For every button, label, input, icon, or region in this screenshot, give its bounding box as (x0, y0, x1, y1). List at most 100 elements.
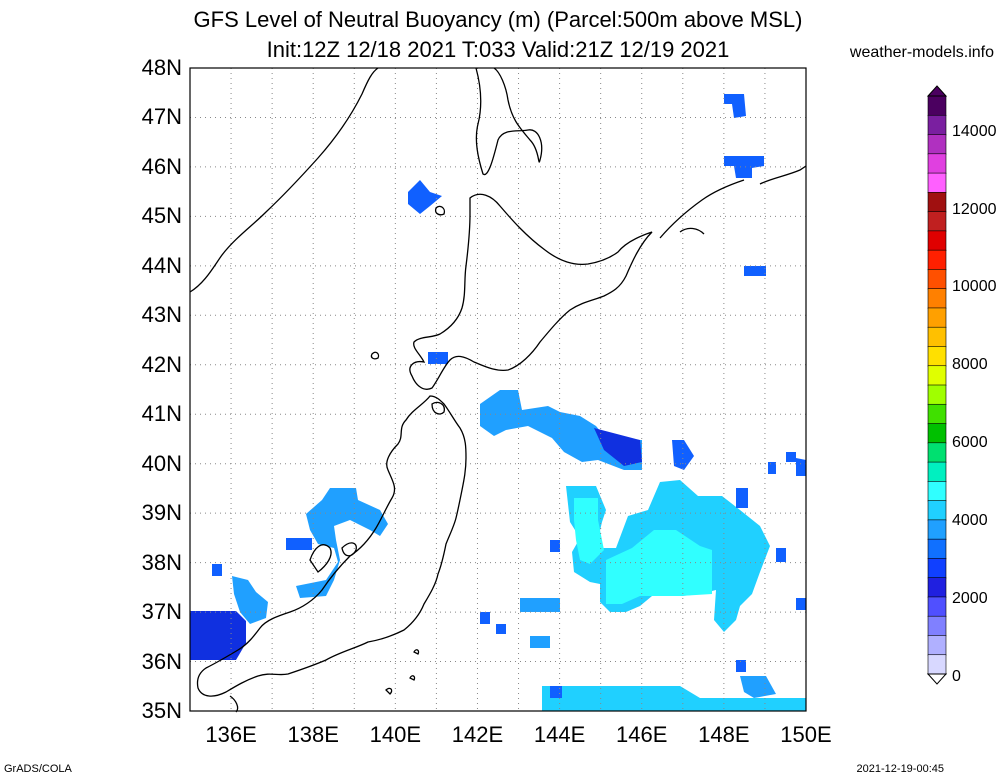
buoyancy-region (496, 624, 506, 634)
colorbar-swatch (927, 461, 947, 483)
sakhalin-coast (475, 67, 543, 176)
buoyancy-region (428, 352, 448, 364)
buoyancy-region (520, 598, 560, 612)
buoyancy-region (606, 530, 712, 604)
hokkaido-coast (409, 193, 653, 390)
colorbar-swatch (927, 615, 947, 637)
lat-tick-label: 38N (141, 549, 182, 575)
lat-tick-label: 39N (141, 500, 182, 526)
colorbar-swatch (927, 346, 947, 367)
honshu-coast (196, 395, 467, 697)
colorbar-top-arrow (926, 85, 948, 97)
colorbar-swatch (927, 500, 947, 521)
buoyancy-region (796, 598, 806, 610)
buoyancy-region (736, 660, 746, 672)
buoyancy-region (190, 611, 246, 660)
map-frame (189, 67, 807, 712)
colorbar-swatch (927, 481, 947, 502)
colorbar-swatch (927, 269, 947, 290)
footer-right: 2021-12-19-00:45 (856, 763, 944, 775)
buoyancy-region (550, 686, 562, 698)
colorbar-swatch (927, 153, 947, 174)
lon-tick-label: 144E (533, 722, 586, 747)
colorbar-swatch (927, 442, 947, 463)
lon-tick-label: 146E (616, 722, 668, 747)
buoyancy-region (550, 540, 560, 552)
buoyancy-region (286, 538, 312, 550)
buoyancy-region (786, 452, 796, 462)
colorbar-swatch (927, 172, 947, 194)
site-label: weather-models.info (849, 44, 994, 61)
chart-title: GFS Level of Neutral Buoyancy (m) (Parce… (193, 7, 803, 32)
lat-tick-label: 35N (141, 698, 182, 723)
lat-tick-label: 45N (141, 203, 182, 229)
buoyancy-region (776, 548, 786, 562)
colorbar-swatch (927, 403, 947, 425)
chart-subtitle: Init:12Z 12/18 2021 T:033 Valid:21Z 12/1… (266, 37, 730, 62)
colorbar-label: 8000 (952, 356, 988, 373)
noto-coast (309, 544, 332, 573)
buoyancy-region (296, 488, 388, 598)
lon-tick-label: 138E (287, 722, 339, 747)
colorbar-swatch (927, 307, 947, 328)
lat-tick-label: 37N (141, 599, 182, 625)
colorbar-swatch (927, 365, 947, 386)
colorbar-label: 0 (952, 668, 961, 685)
colorbar-swatch (927, 577, 947, 598)
buoyancy-region (480, 390, 642, 470)
buoyancy-region (530, 636, 550, 648)
buoyancy-fills (190, 94, 806, 711)
colorbar-swatch (927, 654, 947, 675)
buoyancy-region (672, 440, 694, 470)
buoyancy-region (768, 462, 776, 474)
small-island-2 (434, 205, 446, 216)
colorbar-swatch (927, 211, 947, 232)
colorbar-swatch (927, 635, 947, 656)
colorbar (926, 85, 948, 685)
buoyancy-region (212, 564, 222, 576)
colorbar-label: 12000 (952, 201, 997, 218)
buoyancy-region (724, 156, 764, 178)
lat-tick-label: 48N (141, 55, 182, 80)
buoyancy-region (724, 94, 746, 118)
lon-tick-label: 136E (205, 722, 257, 747)
buoyancy-region (480, 612, 490, 624)
buoyancy-region (740, 676, 776, 698)
buoyancy-region (574, 498, 604, 564)
colorbar-swatch (927, 558, 947, 579)
lon-tick-label: 142E (451, 722, 504, 747)
buoyancy-region (542, 686, 806, 711)
buoyancy-region (744, 266, 766, 276)
colorbar-swatch (927, 134, 947, 155)
colorbar-swatch (927, 538, 947, 560)
mainland-coast (189, 67, 379, 293)
lon-tick-label: 140E (369, 722, 422, 747)
colorbar-swatch (927, 249, 947, 271)
kuril-coast (659, 165, 807, 239)
buoyancy-region (736, 488, 748, 508)
lat-tick-label: 36N (141, 648, 182, 674)
colorbar-swatch (927, 288, 947, 309)
lat-tick-label: 41N (141, 401, 182, 427)
colorbar-swatch (927, 114, 947, 136)
lat-tick-label: 40N (141, 450, 182, 476)
lat-tick-label: 44N (141, 252, 182, 278)
izu-islands (385, 649, 420, 695)
buoyancy-region (408, 180, 442, 214)
small-island-3 (431, 401, 445, 415)
colorbar-label: 14000 (952, 123, 997, 140)
buoyancy-region (796, 458, 806, 476)
coastline (189, 67, 807, 713)
graticule (190, 68, 806, 711)
lat-tick-label: 47N (141, 104, 182, 130)
colorbar-swatch (927, 326, 947, 348)
colorbar-swatch (927, 423, 947, 444)
colorbar-swatch (927, 192, 947, 213)
colorbar-swatch (927, 384, 947, 406)
lat-tick-label: 43N (141, 302, 182, 328)
lat-tick-label: 42N (141, 351, 182, 377)
colorbar-swatch (927, 95, 947, 117)
colorbar-bottom-arrow (926, 673, 948, 685)
lon-tick-label: 150E (780, 722, 832, 747)
colorbar-swatch (927, 519, 947, 540)
